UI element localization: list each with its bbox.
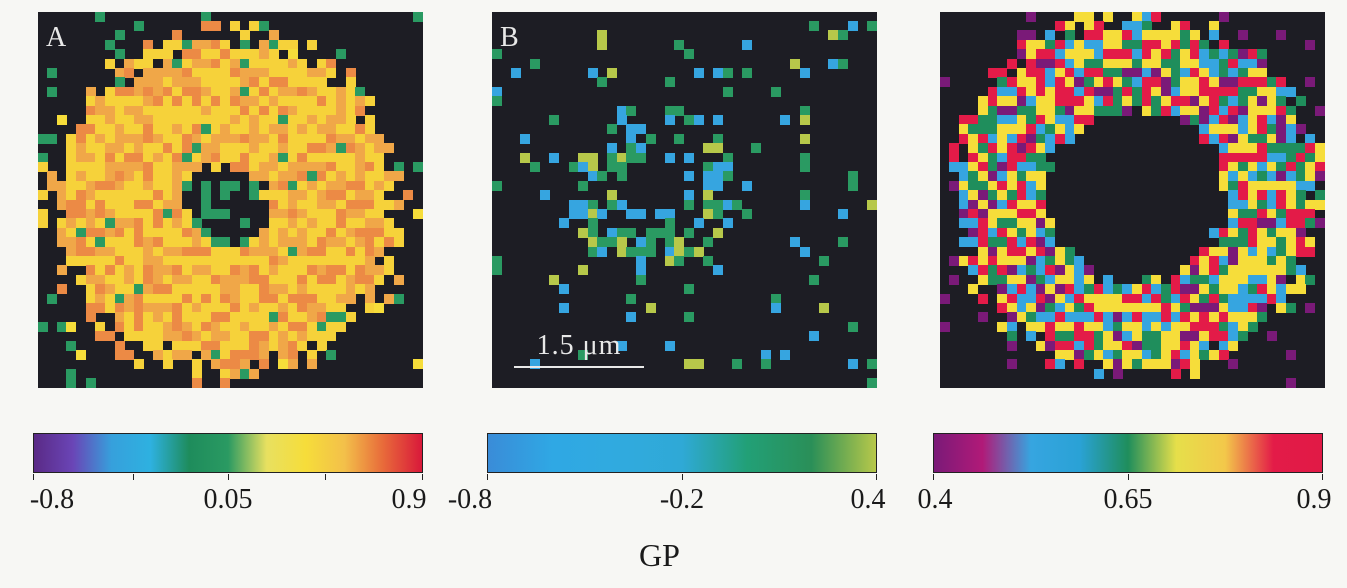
colorbar-c-tick — [1322, 474, 1323, 480]
scale-bar-label: 1.5 μm — [536, 330, 622, 361]
colorbar-b-tick — [876, 474, 877, 480]
colorbar-b-tick-label: 0.4 — [850, 484, 886, 515]
colorbar-a-tick — [33, 474, 34, 480]
gp-image-panel-b: B 1.5 μm — [492, 12, 877, 388]
gp-pixel-map-a — [38, 12, 423, 388]
colorbar-c-tick-label: 0.65 — [1103, 484, 1153, 515]
colorbar-a-tick — [133, 474, 134, 480]
colorbar-b-tick — [487, 474, 488, 480]
gp-pixel-map-c — [940, 12, 1325, 388]
colorbar-a-tick-label: -0.8 — [29, 484, 75, 515]
colorbar-a-tick — [228, 474, 229, 480]
scale-bar: 1.5 μm — [514, 330, 644, 368]
colorbar-a-tick — [422, 474, 423, 480]
colorbar-c-tick — [1128, 474, 1129, 480]
panel-letter-b: B — [500, 22, 519, 53]
colorbar-a — [33, 433, 423, 473]
scale-bar-line — [514, 366, 644, 368]
colorbar-b — [487, 433, 877, 473]
colorbar-a-tick — [325, 474, 326, 480]
gp-image-panel-c — [940, 12, 1325, 388]
colorbar-b-tick — [682, 474, 683, 480]
colorbar-c-tick-label: 0.4 — [917, 484, 953, 515]
colorbar-a-tick-label: 0.9 — [391, 484, 427, 515]
colorbar-a-tick-label: 0.05 — [203, 484, 253, 515]
colorbar-b-tick-label: -0.8 — [447, 484, 493, 515]
colorbar-c-tick — [933, 474, 934, 480]
colorbar-c — [933, 433, 1323, 473]
panel-letter-a: A — [46, 22, 67, 53]
gp-pixel-map-b — [492, 12, 877, 388]
gp-image-panel-a: A — [38, 12, 423, 388]
gp-axis-label: GP — [639, 537, 680, 573]
colorbar-c-tick-label: 0.9 — [1296, 484, 1332, 515]
colorbar-b-tick-label: -0.2 — [659, 484, 705, 515]
